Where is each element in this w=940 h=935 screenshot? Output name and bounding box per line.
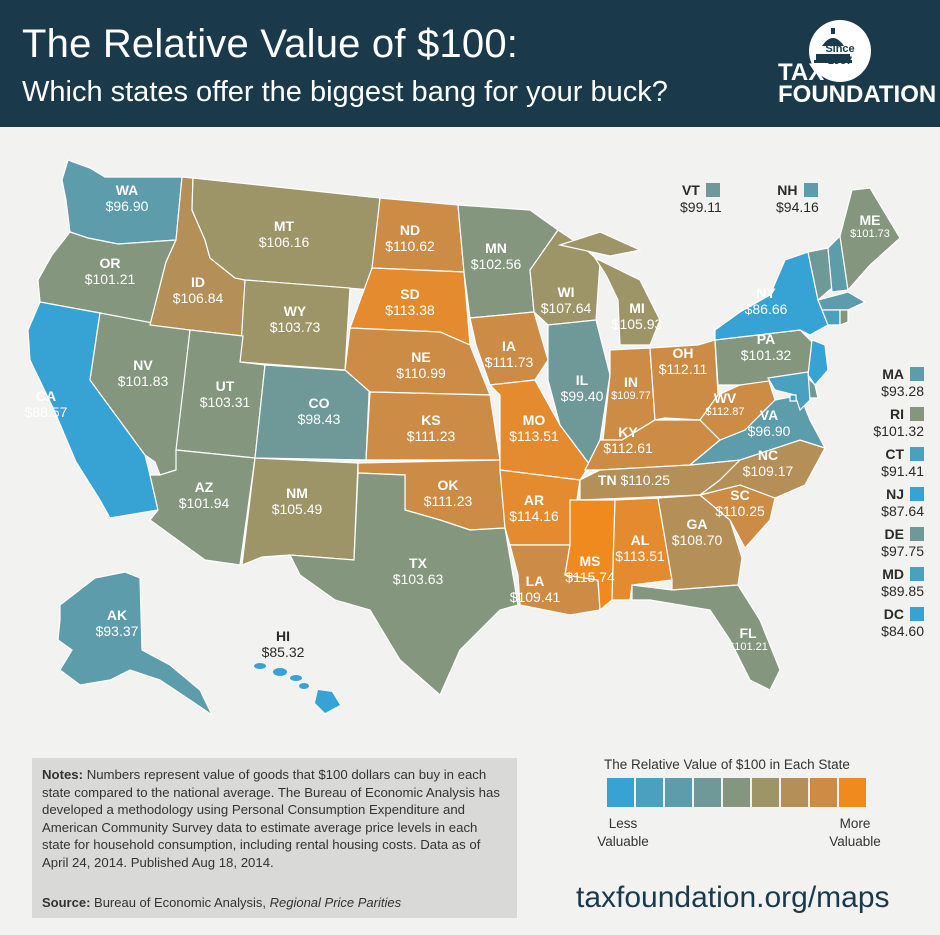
callout-MA: MA $93.28 bbox=[881, 366, 924, 399]
label-CA: CA $88.57 bbox=[24, 388, 68, 420]
label-MI: MI $105.93 bbox=[611, 300, 663, 332]
label-ND: ND $110.62 bbox=[385, 222, 435, 254]
label-FL: FL $101.21 bbox=[728, 625, 768, 653]
label-SC: SC $110.25 bbox=[715, 487, 765, 519]
legend-more-label: More Valuable bbox=[829, 816, 881, 849]
label-NV: NV $101.83 bbox=[117, 357, 169, 389]
label-AK: AK $93.37 bbox=[95, 607, 139, 639]
legend-cell bbox=[723, 778, 750, 807]
source-line: Source: Bureau of Economic Analysis, Reg… bbox=[42, 895, 402, 910]
label-KY: KY $112.61 bbox=[603, 424, 653, 456]
state-MI[interactable] bbox=[557, 231, 661, 346]
label-OR: OR $101.21 bbox=[84, 255, 136, 287]
state-FL[interactable] bbox=[631, 584, 781, 691]
state-DC[interactable] bbox=[789, 394, 797, 402]
label-IL: IL $99.40 bbox=[560, 372, 604, 404]
label-GA: GA $108.70 bbox=[671, 516, 723, 548]
legend-cell bbox=[839, 778, 866, 807]
swatch-RI bbox=[910, 407, 924, 421]
callout-VT: VT $99.11 bbox=[680, 182, 722, 215]
legend-cell bbox=[752, 778, 779, 807]
swatch-NH bbox=[803, 183, 818, 197]
callout-DC: DC $84.60 bbox=[881, 606, 924, 639]
state-MO[interactable] bbox=[488, 379, 591, 481]
callout-MD: MD $89.85 bbox=[881, 566, 924, 599]
label-MS: MS $115.74 bbox=[565, 553, 615, 585]
label-AZ: AZ $101.94 bbox=[178, 479, 230, 511]
swatch-MD bbox=[910, 567, 924, 581]
logo-since: Since 1937 bbox=[825, 43, 855, 67]
label-HI: HI $85.32 bbox=[261, 628, 305, 660]
label-OH: OH $112.11 bbox=[658, 345, 708, 377]
label-LA: LA $109.41 bbox=[509, 573, 561, 605]
legend-title: The Relative Value of $100 in Each State bbox=[604, 757, 850, 772]
label-WI: WI $107.64 bbox=[540, 284, 592, 316]
legend-scale bbox=[607, 778, 868, 807]
callout-NH: NH $94.16 bbox=[776, 182, 819, 215]
label-NE: NE $110.99 bbox=[396, 349, 446, 381]
swatch-VT bbox=[705, 183, 720, 197]
label-CO: CO $98.43 bbox=[297, 395, 341, 427]
label-TX: TX $103.63 bbox=[392, 555, 444, 587]
state-AK[interactable] bbox=[57, 571, 214, 717]
callout-DE: DE $97.75 bbox=[881, 526, 924, 559]
label-NM: NM $105.49 bbox=[271, 485, 323, 517]
notes-box: Notes: Numbers represent value of goods … bbox=[32, 758, 517, 918]
callout-NJ: NJ $87.64 bbox=[881, 486, 924, 519]
page-title: The Relative Value of $100: bbox=[22, 22, 519, 66]
state-AZ[interactable] bbox=[149, 449, 256, 566]
state-WV[interactable] bbox=[699, 377, 776, 441]
notes-text: Notes: Numbers represent value of goods … bbox=[42, 767, 500, 870]
us-map bbox=[27, 159, 901, 717]
header-banner: The Relative Value of $100: Which states… bbox=[0, 0, 940, 127]
footer-url[interactable]: taxfoundation.org/maps bbox=[576, 881, 890, 914]
legend-cell bbox=[607, 778, 634, 807]
label-MT: MT $106.16 bbox=[258, 218, 310, 250]
state-NJ[interactable] bbox=[807, 339, 829, 386]
swatch-DC bbox=[910, 607, 924, 621]
label-WY: WY $103.73 bbox=[269, 303, 321, 335]
label-UT: UT $103.31 bbox=[199, 378, 251, 410]
state-MD[interactable] bbox=[767, 371, 811, 412]
label-SD: SD $113.38 bbox=[385, 286, 435, 318]
label-AR: AR $114.16 bbox=[509, 492, 559, 524]
state-MA[interactable] bbox=[817, 291, 867, 311]
swatch-MA bbox=[910, 367, 924, 381]
label-NY: NY $86.66 bbox=[744, 285, 788, 317]
page-subtitle: Which states offer the biggest bang for … bbox=[22, 76, 668, 108]
state-RI[interactable] bbox=[839, 309, 849, 326]
label-NC: NC $109.17 bbox=[742, 447, 794, 479]
legend-cell bbox=[694, 778, 721, 807]
state-WI[interactable] bbox=[529, 229, 601, 326]
state-ME[interactable] bbox=[839, 187, 901, 292]
label-ME: ME $101.73 bbox=[850, 212, 890, 240]
label-KS: KS $111.23 bbox=[406, 412, 456, 444]
legend-cell bbox=[636, 778, 663, 807]
legend-cell bbox=[810, 778, 837, 807]
callout-RI: RI $101.32 bbox=[873, 406, 924, 439]
swatch-DE bbox=[910, 527, 924, 541]
tax-foundation-logo bbox=[809, 20, 871, 82]
swatch-NJ bbox=[910, 487, 924, 501]
label-TN: TN $110.25 bbox=[597, 472, 671, 488]
label-MO: MO $113.51 bbox=[509, 412, 559, 444]
label-ID: ID $106.84 bbox=[172, 274, 224, 306]
label-WV: WV $112.87 bbox=[705, 390, 745, 418]
callout-CT: CT $91.41 bbox=[881, 446, 924, 479]
label-WA: WA $96.90 bbox=[105, 182, 149, 214]
logo-name: TAX FOUNDATION bbox=[778, 59, 937, 108]
label-IN: IN $109.77 bbox=[611, 374, 651, 402]
legend-cell bbox=[665, 778, 692, 807]
swatch-CT bbox=[910, 447, 924, 461]
label-PA: PA $101.32 bbox=[740, 331, 792, 363]
legend-cell bbox=[781, 778, 808, 807]
label-VA: VA $96.90 bbox=[747, 407, 791, 439]
label-OK: OK $111.23 bbox=[423, 477, 473, 509]
legend-less-label: Less Valuable bbox=[597, 816, 649, 849]
label-MN: MN $102.56 bbox=[470, 240, 522, 272]
label-IA: IA $111.73 bbox=[484, 338, 534, 370]
label-AL: AL $113.51 bbox=[615, 532, 665, 564]
state-TX[interactable] bbox=[288, 472, 519, 696]
state-HI[interactable] bbox=[254, 663, 340, 713]
